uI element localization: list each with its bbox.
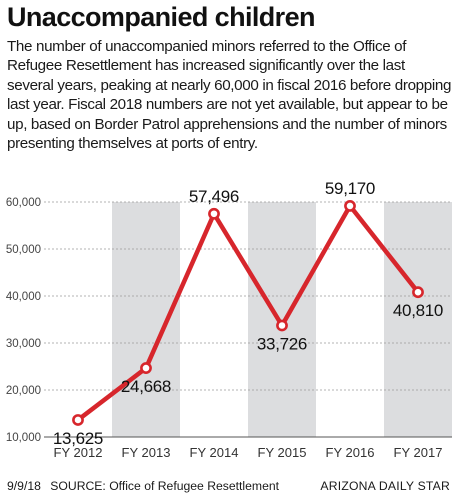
footer-date: 9/9/18 bbox=[7, 479, 41, 493]
x-tick-label: FY 2012 bbox=[54, 445, 103, 460]
line-chart: 10,000 20,000 30,000 40,000 50,000 60,000 FY 2… bbox=[6, 179, 452, 460]
data-label: 40,810 bbox=[393, 301, 443, 320]
data-point bbox=[276, 319, 288, 332]
y-tick-label: 20,000 bbox=[6, 385, 41, 397]
data-label: 33,726 bbox=[257, 334, 307, 353]
y-tick-label: 10,000 bbox=[6, 432, 41, 444]
footer-credit: ARIZONA DAILY STAR bbox=[320, 479, 450, 493]
x-tick-label: FY 2016 bbox=[326, 445, 375, 460]
series-line bbox=[75, 203, 421, 423]
chart-title: Unaccompanied children bbox=[7, 2, 315, 32]
y-tick-label: 60,000 bbox=[6, 197, 41, 209]
chart-description: The number of unaccompanied minors refer… bbox=[7, 38, 452, 153]
data-point bbox=[140, 362, 152, 374]
data-point bbox=[344, 200, 356, 212]
footer: 9/9/18 SOURCE: Office of Refugee Resettl… bbox=[7, 478, 450, 494]
data-point bbox=[208, 207, 220, 220]
x-tick-label: FY 2013 bbox=[122, 445, 171, 460]
y-tick-label: 30,000 bbox=[6, 338, 41, 350]
y-tick-label: 40,000 bbox=[6, 291, 41, 303]
data-point bbox=[72, 414, 84, 426]
x-tick-label: FY 2014 bbox=[190, 445, 239, 460]
footer-source: SOURCE: Office of Refugee Resettlement bbox=[50, 479, 280, 493]
data-label: 13,625 bbox=[53, 429, 103, 448]
data-label: 59,170 bbox=[325, 179, 375, 198]
chart-band bbox=[384, 202, 452, 437]
data-point bbox=[412, 286, 424, 299]
data-label: 24,668 bbox=[121, 377, 171, 396]
x-tick-label: FY 2015 bbox=[258, 445, 307, 460]
data-label: 57,496 bbox=[189, 187, 239, 206]
y-tick-label: 50,000 bbox=[6, 244, 41, 256]
chart-band bbox=[248, 202, 316, 437]
x-tick-label: FY 2017 bbox=[394, 445, 443, 460]
